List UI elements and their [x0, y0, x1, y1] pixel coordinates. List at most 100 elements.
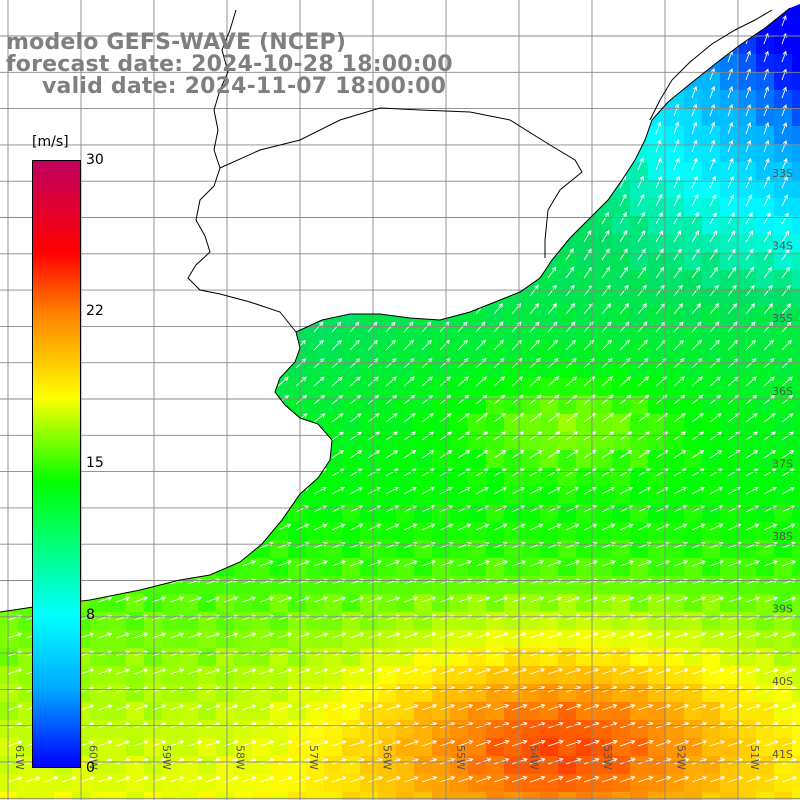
- field-cell: [90, 522, 109, 541]
- field-cell: [504, 270, 523, 289]
- wind-arrow: [349, 193, 357, 207]
- wind-arrow: [763, 614, 779, 621]
- field-cell: [216, 414, 235, 433]
- field-cell: [468, 756, 487, 775]
- wind-arrow: [475, 121, 482, 135]
- field-cell: [504, 162, 523, 181]
- wind-arrow: [7, 468, 21, 477]
- wind-arrow: [583, 486, 598, 495]
- field-cell: [684, 306, 703, 325]
- wind-arrow: [709, 541, 724, 549]
- wind-arrow: [7, 487, 21, 495]
- wind-arrow: [133, 303, 143, 315]
- field-cell: [720, 522, 739, 541]
- wind-arrow: [295, 704, 311, 711]
- colorbar-tick-22: 22: [86, 303, 104, 319]
- field-cell: [450, 216, 469, 235]
- wind-arrow: [349, 13, 356, 27]
- wind-arrow: [187, 104, 194, 117]
- field-cell: [774, 234, 793, 253]
- field-cell: [522, 72, 541, 91]
- wind-arrow: [511, 412, 525, 423]
- field-cell: [594, 378, 613, 397]
- wind-arrow: [187, 395, 200, 405]
- field-cell: [342, 486, 361, 505]
- wind-arrow: [205, 541, 220, 549]
- field-cell: [630, 378, 649, 397]
- wind-arrow: [763, 50, 769, 63]
- field-cell: [648, 54, 667, 73]
- wind-arrow: [385, 541, 400, 549]
- field-cell: [414, 144, 433, 163]
- field-cell: [486, 378, 505, 397]
- wind-arrow: [331, 13, 338, 27]
- wind-arrow: [403, 376, 415, 387]
- lat-label-40S: 40S: [772, 675, 793, 688]
- field-cell: [774, 180, 793, 199]
- field-cell: [486, 684, 505, 703]
- field-cell: [378, 0, 397, 19]
- field-cell: [216, 666, 235, 685]
- field-cell: [558, 576, 577, 595]
- field-cell: [324, 234, 343, 253]
- wind-arrow: [457, 229, 466, 243]
- field-cell: [288, 450, 307, 469]
- wind-arrow: [133, 560, 148, 567]
- field-cell: [198, 378, 217, 397]
- field-cell: [324, 594, 343, 613]
- field-cell: [504, 378, 523, 397]
- lon-label-56W: 56W: [381, 745, 394, 770]
- lagoon: [649, 9, 773, 121]
- field-cell: [144, 504, 163, 523]
- field-cell: [486, 36, 505, 55]
- field-cell: [720, 792, 739, 800]
- wind-arrow: [673, 139, 680, 153]
- wind-arrow: [673, 431, 687, 441]
- field-cell: [612, 612, 631, 631]
- field-cell: [198, 216, 217, 235]
- field-cell: [414, 306, 433, 325]
- wind-arrow: [151, 176, 158, 189]
- wind-arrow: [745, 212, 753, 225]
- field-cell: [594, 396, 613, 415]
- wind-arrow: [133, 212, 141, 225]
- wind-arrow: [727, 303, 738, 315]
- wind-arrow: [763, 704, 779, 711]
- field-cell: [378, 504, 397, 523]
- field-cell: [666, 594, 685, 613]
- field-cell: [396, 558, 415, 577]
- wind-arrow: [457, 0, 464, 9]
- wind-arrow: [295, 431, 308, 441]
- wind-arrow: [259, 376, 271, 387]
- wind-arrow: [493, 0, 500, 9]
- field-cell: [126, 756, 145, 775]
- field-cell: [486, 216, 505, 235]
- wind-arrow: [457, 248, 466, 261]
- field-cell: [792, 738, 800, 757]
- field-cell: [504, 612, 523, 631]
- field-cell: [126, 450, 145, 469]
- wind-arrow: [7, 523, 22, 531]
- field-cell: [792, 252, 800, 271]
- field-cell: [450, 54, 469, 73]
- wind-arrow: [583, 0, 590, 9]
- wind-arrow: [601, 412, 615, 423]
- field-cell: [522, 414, 541, 433]
- field-cell: [216, 378, 235, 397]
- field-cell: [594, 738, 613, 757]
- wind-arrow: [619, 775, 636, 783]
- field-cell: [774, 702, 793, 721]
- field-cell: [108, 216, 127, 235]
- wind-arrow: [655, 541, 670, 549]
- field-cell: [234, 558, 253, 577]
- field-cell: [414, 414, 433, 433]
- wind-arrow: [349, 121, 356, 135]
- wind-arrow: [7, 450, 21, 459]
- field-cell: [324, 558, 343, 577]
- field-cell: [738, 468, 757, 487]
- wind-arrow: [637, 739, 654, 747]
- field-cell: [288, 594, 307, 613]
- wind-arrow: [385, 632, 401, 639]
- field-cell: [216, 468, 235, 487]
